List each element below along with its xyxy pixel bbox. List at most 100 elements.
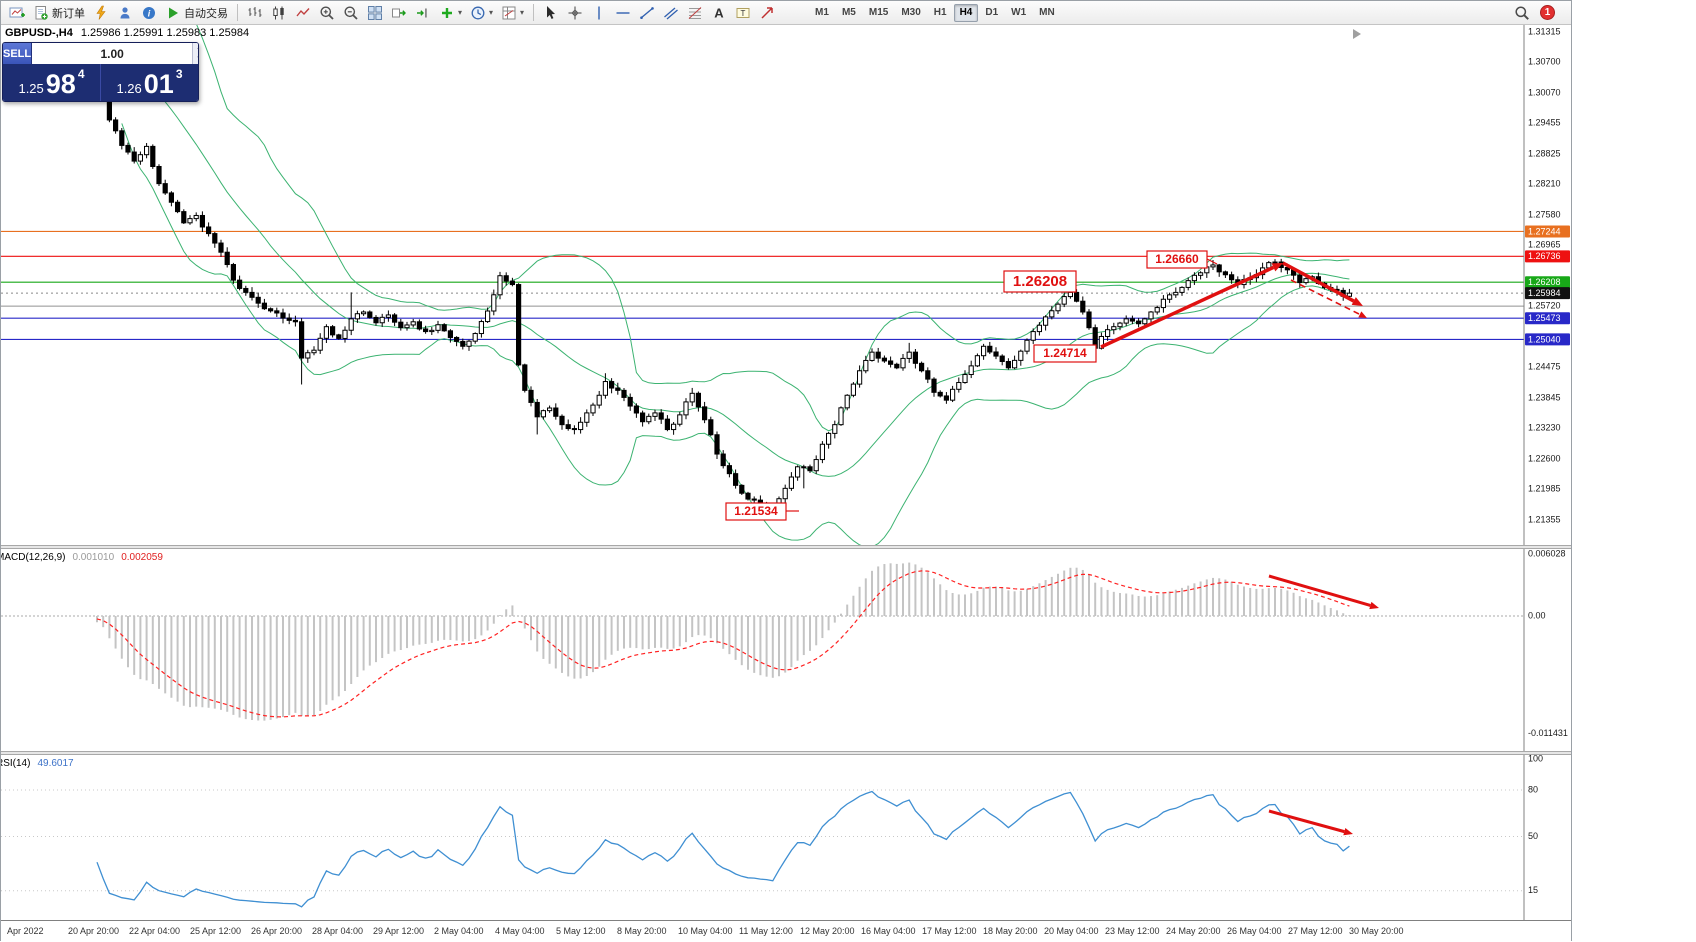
channel-button[interactable]: [659, 2, 683, 24]
text-button[interactable]: A: [707, 2, 731, 24]
fibonacci-button[interactable]: [683, 2, 707, 24]
horizontal-line-button[interactable]: [611, 2, 635, 24]
macd-chart[interactable]: 0.006028 0.00 -0.011431: [1, 549, 1571, 751]
tile-windows-button[interactable]: [363, 2, 387, 24]
horizontal-lines: [1, 230, 1524, 341]
bollinger-bands: [121, 25, 1350, 545]
zoom-in-button[interactable]: [315, 2, 339, 24]
chart-shift-button[interactable]: [411, 2, 435, 24]
bar-chart-icon: [247, 5, 263, 21]
bar-chart-button[interactable]: [243, 2, 267, 24]
timeframe-m1-button[interactable]: M1: [815, 7, 829, 18]
timeframe-m5-button[interactable]: M5: [841, 7, 856, 18]
new-chart-icon: [9, 5, 25, 21]
rsi-value: 49.6017: [37, 758, 74, 769]
vertical-line-button[interactable]: [587, 2, 611, 24]
new-chart-button[interactable]: [5, 2, 29, 24]
macd-signal-line: [96, 570, 1350, 718]
market-info-button[interactable]: i: [137, 2, 161, 24]
crosshair-button[interactable]: [563, 2, 587, 24]
svg-text:1.28825: 1.28825: [1528, 148, 1561, 158]
timeframe-h4-button[interactable]: H4: [953, 3, 979, 22]
trendline-button[interactable]: [635, 2, 659, 24]
macd-signal-value: 0.002059: [121, 552, 163, 563]
volume-decrease-button[interactable]: ▾: [193, 53, 198, 64]
time-axis-label: 17 May 12:00: [922, 926, 977, 936]
new-order-icon: [33, 5, 49, 21]
zoom-out-icon: [343, 5, 359, 21]
rsi-line: [96, 790, 1350, 908]
svg-text:1.26208: 1.26208: [1013, 273, 1067, 290]
timeframe-m30-button[interactable]: M30: [901, 7, 921, 18]
chart-shift-marker: [1353, 29, 1361, 39]
main-chart-panel[interactable]: 1.26660 1.26208 1.24714 1.21534 1.31315 1.307…: [1, 25, 1571, 545]
svg-text:1.30070: 1.30070: [1528, 87, 1561, 97]
svg-text:0.00: 0.00: [1528, 610, 1546, 620]
rsi-axis: 100 80 50 15: [1523, 755, 1571, 920]
rsi-panel[interactable]: 100 80 50 15 RSI(14) 49.6017: [1, 755, 1571, 920]
zoom-out-button[interactable]: [339, 2, 363, 24]
time-axis-label: 26 May 04:00: [1227, 926, 1282, 936]
time-axis[interactable]: Apr 2022 20 Apr 20:00 22 Apr 04:00 25 Apr 1…: [1, 920, 1571, 942]
buy-price[interactable]: 1.26 01 3: [101, 64, 198, 101]
svg-text:1.21985: 1.21985: [1528, 483, 1561, 493]
cursor-button[interactable]: [539, 2, 563, 24]
auto-scroll-button[interactable]: [387, 2, 411, 24]
symbol-info: GBPUSD-,H4 1.25986 1.25991 1.25983 1.2598…: [5, 27, 249, 39]
indicators-button[interactable]: ▾: [435, 2, 466, 24]
buy-price-point: 3: [175, 67, 183, 81]
sell-price[interactable]: 1.25 98 4: [3, 64, 100, 101]
timeframe-w1-button[interactable]: W1: [1011, 7, 1027, 18]
svg-text:1.30700: 1.30700: [1528, 57, 1561, 67]
periods-button[interactable]: ▾: [466, 2, 497, 24]
panel-splitter[interactable]: [1, 751, 1571, 755]
volume-spinner: ▴ ▾: [192, 43, 198, 64]
volume-input[interactable]: [32, 43, 193, 64]
volume-increase-button[interactable]: ▴: [193, 43, 198, 54]
chart-shift-icon: [415, 5, 431, 21]
history-center-button[interactable]: [89, 2, 113, 24]
line-chart-button[interactable]: [291, 2, 315, 24]
sell-button[interactable]: SELL: [3, 43, 32, 64]
volume-field: ▴ ▾: [31, 43, 198, 64]
autotrading-button[interactable]: 自动交易: [161, 2, 232, 24]
svg-text:1.21534: 1.21534: [734, 504, 778, 518]
timeframe-d1-button[interactable]: D1: [985, 7, 999, 18]
profile-button[interactable]: [113, 2, 137, 24]
time-axis-label: 22 Apr 04:00: [129, 926, 181, 936]
price-chart[interactable]: 1.26660 1.26208 1.24714 1.21534 1.31315 1.307…: [1, 25, 1571, 545]
toolbar-group-chart: ▾ ▾ ▾: [243, 2, 528, 24]
time-axis-label: 29 Apr 12:00: [373, 926, 425, 936]
line-chart-icon: [295, 5, 311, 21]
svg-text:1.31315: 1.31315: [1528, 26, 1561, 36]
sell-price-pips: 98: [45, 69, 76, 100]
autotrading-button-label: 自动交易: [184, 7, 228, 20]
svg-text:100: 100: [1528, 755, 1543, 763]
text-label-button[interactable]: T: [731, 2, 755, 24]
rsi-label: RSI(14) 49.6017: [1, 758, 74, 769]
sell-price-figure: 1.25: [18, 81, 44, 96]
macd-axis: 0.006028 0.00 -0.011431: [1523, 549, 1571, 751]
svg-text:1.24475: 1.24475: [1528, 361, 1561, 371]
rsi-chart[interactable]: 100 80 50 15: [1, 755, 1571, 920]
timeframe-mn-button[interactable]: MN: [1039, 7, 1055, 18]
svg-text:1.26736: 1.26736: [1528, 251, 1561, 261]
auto-scroll-icon: [391, 5, 407, 21]
new-order-button[interactable]: 新订单: [29, 2, 89, 24]
search-icon[interactable]: [1510, 2, 1534, 24]
macd-panel[interactable]: 0.006028 0.00 -0.011431 MACD(12,26,9) 0.001…: [1, 549, 1571, 751]
toolbar-group-file: 新订单 i 自动交易: [5, 2, 232, 24]
candlestick-chart-button[interactable]: [267, 2, 291, 24]
notification-badge[interactable]: 1: [1540, 5, 1555, 20]
svg-text:1.26208: 1.26208: [1528, 277, 1561, 287]
timeframe-m15-button[interactable]: M15: [868, 7, 889, 18]
arrows-button[interactable]: [755, 2, 779, 24]
panel-splitter[interactable]: [1, 545, 1571, 549]
templates-button[interactable]: ▾: [497, 2, 528, 24]
text-icon: A: [711, 5, 727, 21]
svg-text:1.23845: 1.23845: [1528, 392, 1561, 402]
annotation-labels: 1.26660 1.26208 1.24714 1.21534: [725, 250, 1218, 521]
timeframe-h1-button[interactable]: H1: [933, 7, 947, 18]
time-axis-label: 12 May 20:00: [800, 926, 855, 936]
